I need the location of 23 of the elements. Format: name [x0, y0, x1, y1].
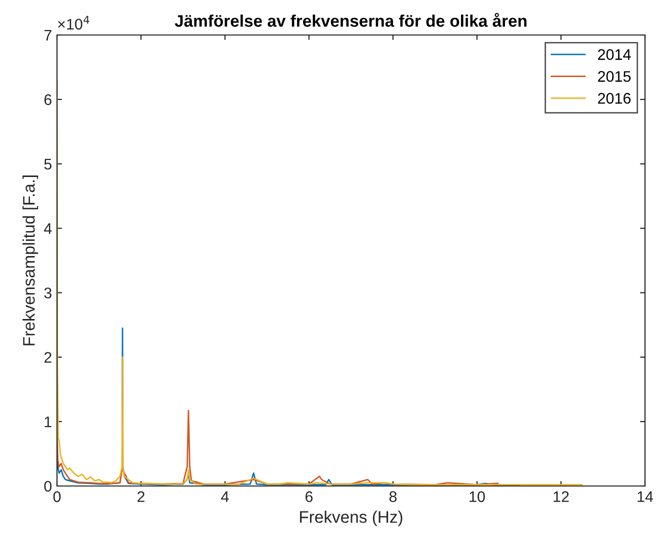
x-tick-label: 4 — [221, 491, 229, 502]
x-tick-label: 12 — [554, 491, 569, 502]
legend-label: 2015 — [598, 71, 631, 82]
x-tick-label: 0 — [53, 491, 61, 502]
x-tick-label: 8 — [389, 491, 397, 502]
y-tick-label: 6 — [44, 94, 52, 106]
x-tick-label: 14 — [638, 491, 654, 502]
y-tick-label: 1 — [44, 416, 52, 428]
y-tick-label: 4 — [44, 223, 52, 234]
y-tick-label: 2 — [44, 352, 52, 363]
x-tick-label: 6 — [306, 491, 313, 502]
x-tick-label: 10 — [470, 491, 485, 502]
text: ×10$^{4}$ — [58, 16, 90, 30]
legend-label: 2014 — [598, 49, 631, 60]
chart-title: Jämförelse av frekvenserna för de olika åren — [174, 12, 526, 27]
legend-label: 2016 — [598, 92, 631, 104]
y-axis-title: Frekvensamplitud [F.a.] — [22, 176, 38, 346]
x-tick-label: 2 — [138, 491, 144, 502]
y-tick-label: 7 — [44, 30, 52, 41]
y-tick-label: 5 — [44, 158, 52, 170]
y-tick-label: 3 — [44, 288, 52, 298]
x-axis-title: Frekvens (Hz) — [300, 510, 402, 526]
y-tick-label: 0 — [44, 480, 52, 492]
